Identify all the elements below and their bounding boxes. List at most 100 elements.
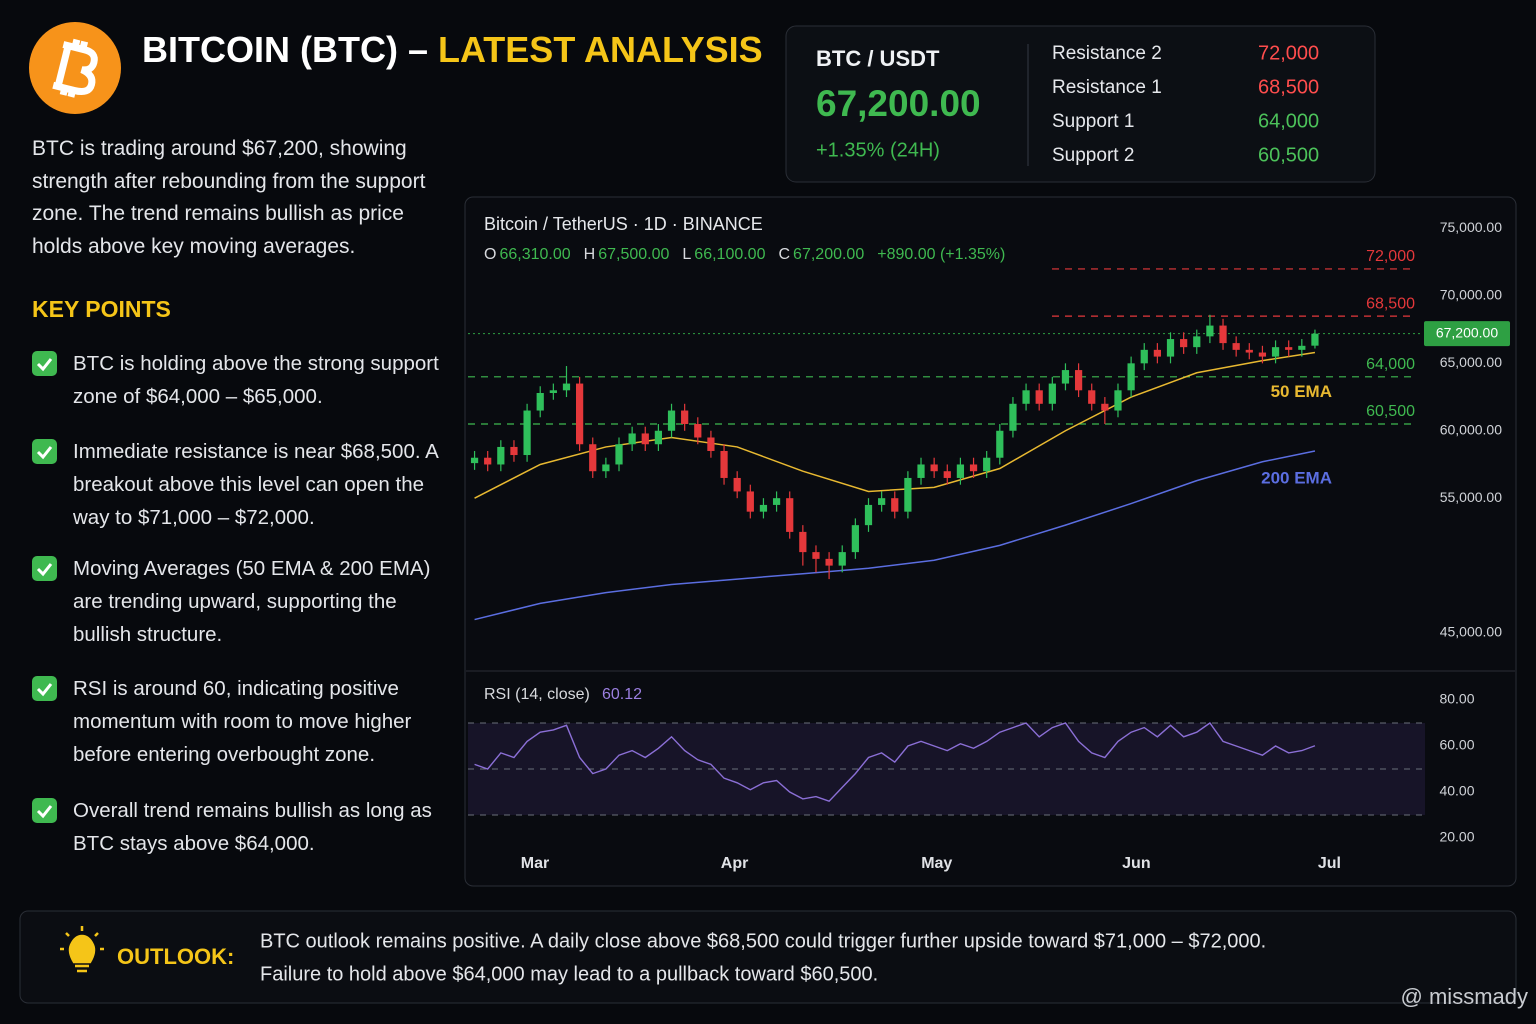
candle-body (1193, 336, 1201, 348)
candle-body (641, 433, 649, 445)
price-change: +1.35% (24H) (816, 139, 940, 161)
ohlc-value: 66,100.00 (694, 246, 765, 263)
candle-body (1009, 403, 1017, 431)
rsi-title: RSI (14, close) (484, 686, 590, 703)
x-tick-label: May (921, 855, 952, 872)
ohlc-key: L (682, 246, 691, 263)
key-point: Immediate resistance is near $68,500. A … (32, 435, 442, 534)
current-price-label: 67,200.00 (1436, 324, 1498, 340)
key-point-text: Immediate resistance is near $68,500. A … (73, 440, 438, 529)
candle-body (838, 552, 846, 566)
current-price-box (1424, 321, 1510, 347)
candle-body (667, 410, 676, 431)
candle-body (576, 383, 584, 445)
key-point: RSI is around 60, indicating positive mo… (32, 672, 442, 771)
candle-body (1153, 349, 1161, 357)
level-list: Resistance 2 72,000 Resistance 1 68,500 Supp… (1052, 42, 1319, 166)
candle-body (549, 390, 557, 393)
level-name: Support 1 (1052, 111, 1134, 132)
y-tick-label: 55,000.00 (1440, 489, 1502, 505)
title-main: BITCOIN (BTC) – (142, 29, 428, 70)
candle-body (497, 446, 505, 465)
price-panel (785, 25, 1376, 183)
candle-body (1298, 345, 1306, 350)
candle-body (694, 424, 702, 438)
level-label: 68,500 (1366, 295, 1415, 312)
check-icon (32, 556, 57, 581)
candle-body (602, 464, 610, 472)
title: BITCOIN (BTC) – LATEST ANALYSIS (142, 29, 763, 70)
chart-panel (464, 196, 1517, 887)
level-name: Resistance 2 (1052, 43, 1162, 64)
candle-body (772, 498, 781, 505)
candle-body (523, 410, 531, 456)
candle-body (812, 552, 820, 559)
candle-body (1232, 343, 1240, 350)
title-accent: LATEST ANALYSIS (438, 29, 763, 70)
candle-body (720, 450, 728, 478)
candle-body (1101, 403, 1109, 411)
candle-body (1206, 325, 1214, 337)
candle-body (484, 457, 492, 465)
x-tick-label: Jul (1318, 855, 1341, 872)
price: 67,200.00 (816, 83, 981, 124)
btc-glyph (52, 38, 98, 98)
ohlc-key: C (778, 246, 790, 263)
candle-body (1219, 325, 1227, 344)
candle-body (470, 457, 479, 464)
y-tick-label: 60,000.00 (1440, 421, 1502, 437)
rsi-tick-label: 80.00 (1439, 691, 1474, 707)
candle-body (615, 444, 623, 465)
outlook-box (19, 910, 1517, 1004)
candle-body (917, 464, 925, 478)
candle-body (786, 498, 794, 532)
watermark: @ missmady (1401, 984, 1528, 1009)
x-tick-label: Jun (1122, 855, 1150, 872)
btc-logo (29, 22, 121, 114)
x-tick-label: Mar (521, 855, 549, 872)
candle-body (930, 464, 938, 472)
ohlc-key: O (484, 246, 496, 263)
ema-line (474, 450, 1316, 621)
candle-body (1048, 383, 1056, 404)
candle-body (851, 525, 859, 553)
candle-body (1271, 347, 1280, 357)
candle-body (1074, 370, 1083, 391)
candle-body (1061, 370, 1070, 384)
bulb-icon (60, 926, 104, 973)
key-point-text: Overall trend remains bullish as long as… (73, 799, 432, 855)
outlook-text: Failure to hold above $64,000 may lead t… (260, 963, 878, 985)
candle-body (1245, 349, 1253, 353)
x-tick-label: Apr (721, 855, 749, 872)
level-name: Resistance 1 (1052, 77, 1162, 98)
candle-body (562, 383, 571, 391)
level-label: 60,500 (1366, 403, 1415, 420)
outlook-text: BTC outlook remains positive. A daily cl… (260, 930, 1266, 952)
chart-title: Bitcoin / TetherUS · 1D · BINANCE (484, 214, 763, 234)
candle-body (878, 498, 886, 505)
candle-body (1166, 339, 1175, 357)
candle-body (733, 477, 741, 492)
ohlc-key: H (584, 246, 596, 263)
description: BTC is trading around $67,200, showing s… (32, 137, 426, 258)
candle-body (1258, 352, 1267, 357)
ema-label: 50 EMA (1271, 382, 1332, 401)
candle-body (969, 464, 978, 472)
ohlc-change: +890.00 (+1.35%) (877, 246, 1005, 263)
rsi-line (474, 722, 1316, 803)
candle-body (799, 531, 807, 553)
key-point-text: RSI is around 60, indicating positive mo… (73, 677, 412, 766)
ohlc-value: 66,310.00 (499, 246, 570, 263)
key-point-text: Moving Averages (50 EMA & 200 EMA) are t… (73, 557, 431, 646)
candle-body (943, 471, 951, 478)
ema-label: 200 EMA (1261, 468, 1332, 487)
key-points-title: KEY POINTS (32, 296, 171, 322)
candle-body (825, 558, 833, 566)
candle-body (1088, 390, 1096, 404)
candle-body (904, 477, 912, 512)
rsi-tick-label: 60.00 (1439, 737, 1474, 753)
candle-body (510, 446, 518, 456)
rsi-value: 60.12 (602, 686, 642, 703)
candle-body (746, 491, 754, 512)
